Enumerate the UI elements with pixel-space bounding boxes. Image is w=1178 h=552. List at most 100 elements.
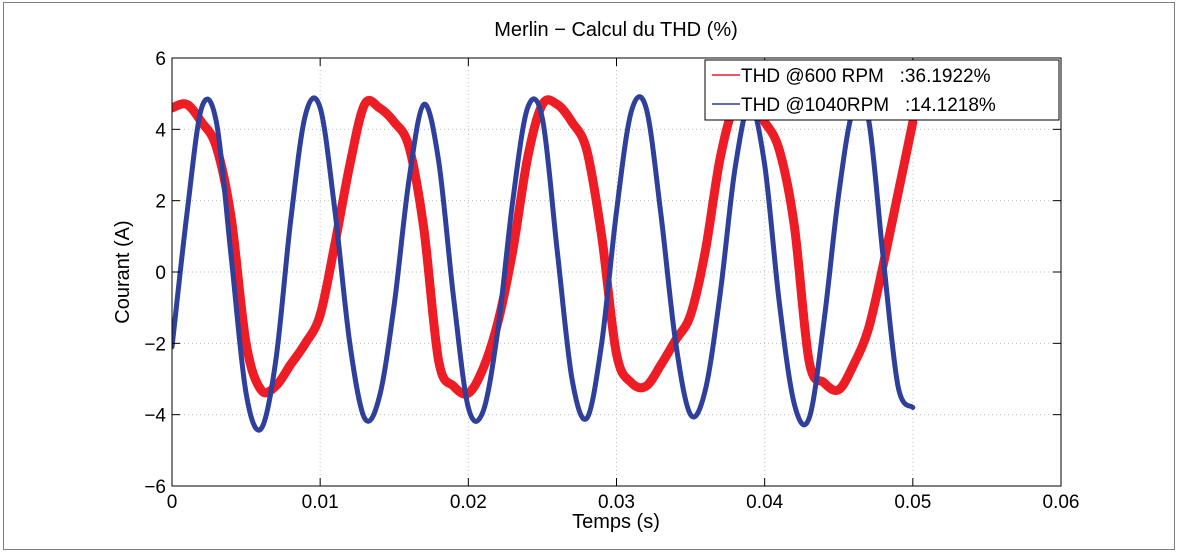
data-point-1 bbox=[719, 292, 722, 295]
data-point-1 bbox=[911, 406, 914, 409]
legend-box bbox=[704, 59, 1060, 121]
data-point-0 bbox=[333, 242, 337, 245]
y-tick-label: 0 bbox=[155, 263, 166, 284]
data-point-1 bbox=[333, 210, 337, 213]
data-point-0 bbox=[437, 360, 440, 363]
data-point-0 bbox=[585, 149, 589, 152]
x-tick-label: 0.05 bbox=[894, 492, 931, 513]
x-tick-label: 0.03 bbox=[598, 492, 635, 513]
data-point-1 bbox=[200, 106, 203, 110]
x-tick-label: 0.02 bbox=[450, 492, 487, 513]
data-point-0 bbox=[259, 388, 263, 391]
x-tick-label: 0.06 bbox=[1043, 492, 1080, 513]
data-point-1 bbox=[422, 103, 426, 106]
data-point-1 bbox=[393, 302, 396, 306]
data-point-0 bbox=[793, 224, 796, 227]
data-point-0 bbox=[807, 360, 811, 363]
data-point-0 bbox=[852, 363, 855, 366]
data-point-1 bbox=[319, 106, 322, 110]
data-point-1 bbox=[630, 110, 633, 113]
data-point-0 bbox=[378, 106, 381, 110]
data-point-1 bbox=[437, 160, 440, 163]
y-tick-label: 2 bbox=[155, 192, 166, 213]
data-point-1 bbox=[467, 406, 470, 409]
data-point-1 bbox=[807, 417, 811, 420]
data-point-1 bbox=[882, 256, 885, 259]
x-axis-label: Temps (s) bbox=[572, 511, 660, 533]
data-point-1 bbox=[822, 320, 826, 324]
data-point-1 bbox=[837, 192, 840, 195]
y-axis-label: Courant (A) bbox=[112, 220, 134, 323]
data-point-1 bbox=[585, 417, 589, 420]
data-point-0 bbox=[837, 388, 840, 391]
data-point-0 bbox=[289, 363, 292, 366]
data-point-1 bbox=[600, 342, 603, 345]
x-tick-label: 0.04 bbox=[746, 492, 783, 513]
data-point-0 bbox=[185, 103, 188, 106]
data-point-1 bbox=[215, 121, 218, 124]
data-point-0 bbox=[615, 352, 618, 356]
data-point-1 bbox=[733, 167, 737, 170]
data-point-1 bbox=[704, 388, 707, 391]
data-point-1 bbox=[778, 302, 781, 306]
data-point-0 bbox=[407, 146, 411, 149]
data-point-0 bbox=[630, 381, 633, 384]
data-point-1 bbox=[363, 417, 366, 420]
data-point-0 bbox=[274, 384, 277, 388]
chart-title: Merlin − Calcul du THD (%) bbox=[494, 19, 738, 41]
data-point-0 bbox=[763, 121, 766, 124]
data-point-1 bbox=[407, 178, 411, 181]
y-tick-label: −4 bbox=[144, 406, 166, 427]
data-point-1 bbox=[526, 106, 529, 110]
x-tick-label: 0.01 bbox=[302, 492, 339, 513]
data-point-0 bbox=[822, 381, 826, 384]
data-point-0 bbox=[719, 156, 722, 160]
data-point-0 bbox=[393, 121, 396, 124]
tick-labels: 0 0.01 0.02 0.03 0.04 0.05 0.06 −6 −4 −2 0 2 4 6 bbox=[144, 49, 1079, 513]
data-point-0 bbox=[600, 235, 603, 238]
data-point-0 bbox=[896, 192, 900, 195]
data-point-0 bbox=[304, 342, 307, 345]
data-point-1 bbox=[274, 360, 277, 363]
legend-label-600rpm: THD @600 RPM :36.1922% bbox=[741, 66, 991, 87]
data-point-1 bbox=[541, 117, 544, 120]
data-point-0 bbox=[778, 149, 781, 152]
y-tick-label: −6 bbox=[144, 477, 166, 498]
data-point-1 bbox=[482, 409, 485, 413]
data-point-1 bbox=[496, 327, 500, 331]
data-point-1 bbox=[289, 220, 292, 224]
data-point-1 bbox=[570, 377, 574, 381]
data-point-0 bbox=[911, 121, 914, 124]
data-point-1 bbox=[644, 106, 648, 110]
legend: THD @600 RPM :36.1922% THD @1040RPM :14.… bbox=[704, 59, 1060, 121]
data-point-1 bbox=[511, 199, 514, 202]
data-point-1 bbox=[452, 295, 455, 299]
data-point-0 bbox=[526, 156, 529, 160]
data-point-0 bbox=[541, 103, 544, 106]
legend-label-1040rpm: THD @1040RPM :14.1218% bbox=[741, 95, 996, 116]
data-point-0 bbox=[644, 384, 648, 388]
data-point-0 bbox=[704, 249, 707, 252]
data-point-0 bbox=[659, 363, 663, 366]
data-point-1 bbox=[674, 342, 677, 345]
x-tick-label: 0 bbox=[167, 492, 178, 513]
data-point-0 bbox=[867, 327, 870, 331]
data-point-1 bbox=[259, 427, 263, 431]
data-point-0 bbox=[363, 103, 366, 106]
data-point-1 bbox=[763, 163, 766, 167]
data-point-1 bbox=[185, 213, 188, 217]
data-point-1 bbox=[689, 413, 692, 416]
data-point-0 bbox=[348, 163, 351, 167]
data-point-0 bbox=[244, 342, 248, 345]
data-point-1 bbox=[304, 113, 307, 117]
data-point-1 bbox=[348, 342, 351, 345]
data-point-0 bbox=[511, 249, 514, 252]
data-point-1 bbox=[230, 256, 233, 259]
data-point-0 bbox=[215, 146, 218, 149]
data-point-0 bbox=[556, 103, 559, 106]
y-tick-label: 4 bbox=[155, 120, 166, 141]
data-point-0 bbox=[570, 121, 574, 124]
data-point-0 bbox=[689, 313, 692, 316]
